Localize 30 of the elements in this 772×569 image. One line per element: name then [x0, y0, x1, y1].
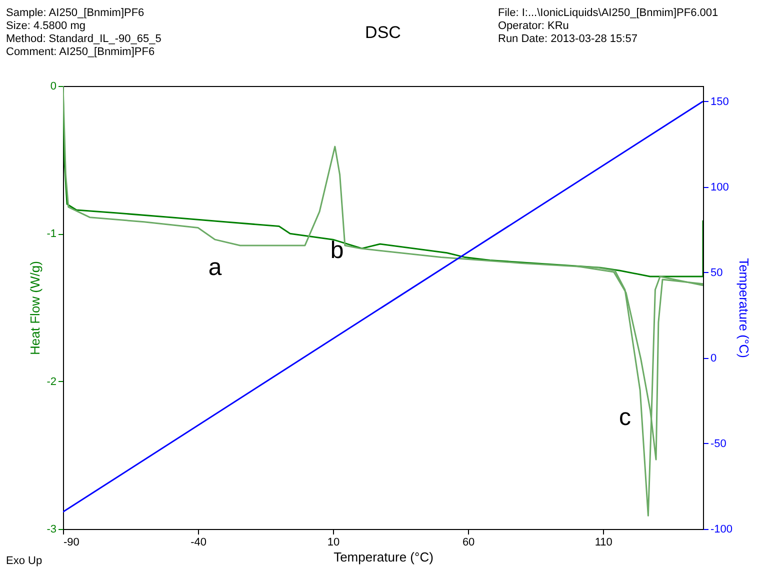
- x-axis-title: Temperature (°C): [334, 550, 434, 564]
- x-tick-label: 10: [327, 536, 340, 548]
- x-tick-label: -90: [64, 536, 80, 548]
- y2-axis-title: Temperature (°C): [736, 258, 752, 358]
- y2-tick-label: 50: [710, 266, 723, 279]
- y2-tick-label: 150: [710, 96, 729, 108]
- y2-tick-label: 0: [710, 352, 717, 364]
- x-tick-label: 60: [462, 536, 475, 548]
- text: Exo Up: [6, 555, 42, 567]
- y2-tick-label: -50: [710, 438, 726, 450]
- annotation: a: [208, 254, 222, 281]
- y-tick-label: -1: [46, 228, 56, 240]
- y-tick-label: 0: [50, 80, 56, 92]
- text: Sample: AI250_[Bnmim]PF6: [6, 7, 144, 19]
- x-tick-label: -40: [190, 536, 206, 548]
- text: Size: 4.5800 mg: [6, 20, 86, 32]
- text: Operator: KRu: [498, 20, 569, 32]
- y-tick-label: -3: [46, 524, 56, 536]
- chart-title: DSC: [365, 23, 401, 42]
- text: Comment: AI250_[Bnmim]PF6: [6, 46, 155, 58]
- annotation: c: [619, 404, 631, 431]
- y-axis-title: Heat Flow (W/g): [28, 261, 43, 355]
- text: Run Date: 2013-03-28 15:57: [498, 33, 638, 45]
- x-tick-label: 110: [594, 536, 612, 548]
- y2-tick-label: -100: [710, 524, 733, 536]
- text: File: I:...\IonicLiquids\AI250_[Bnmim]PF6.001: [498, 7, 718, 19]
- text: Method: Standard_IL_-90_65_5: [6, 33, 162, 45]
- y-tick-label: -2: [46, 376, 56, 388]
- annotation: b: [330, 237, 344, 264]
- y2-tick-label: 100: [710, 181, 729, 194]
